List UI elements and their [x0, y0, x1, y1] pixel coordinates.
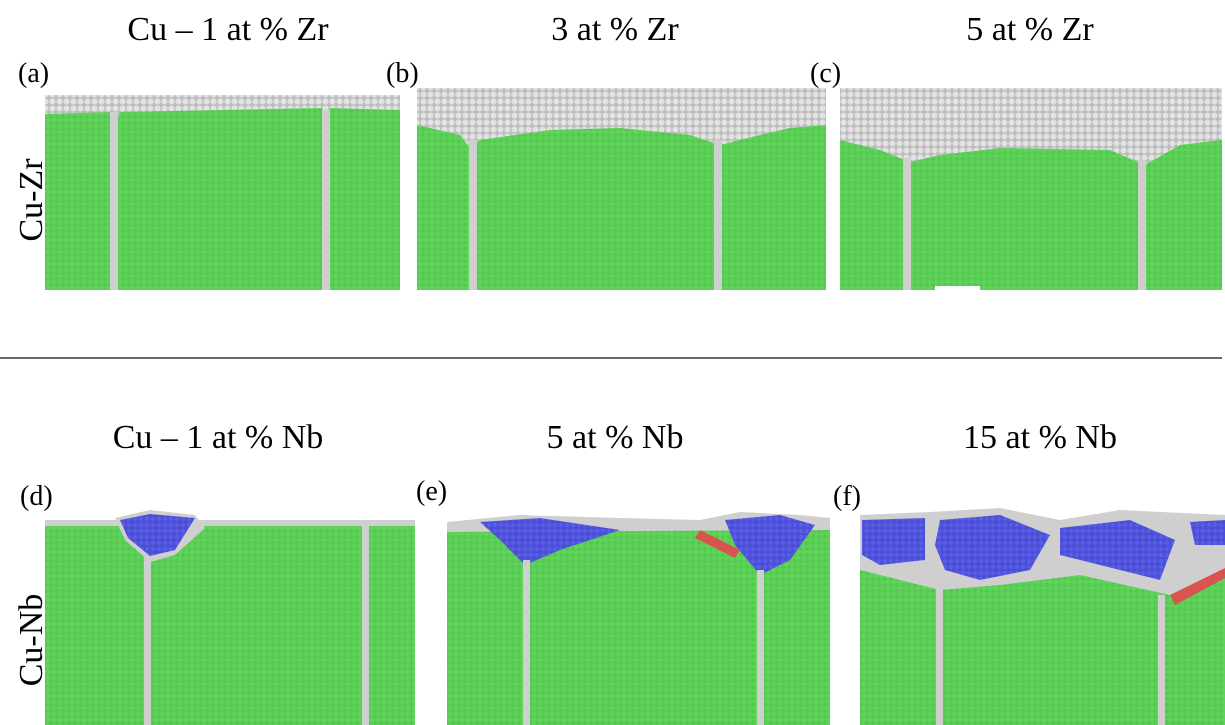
snapshot — [447, 512, 830, 725]
panel-tag: (e) — [416, 476, 447, 507]
panel-title: 3 at % Zr — [551, 11, 679, 48]
figure: Cu – 1 at % Zr 3 at % Zr 5 at % Zr (a) (… — [0, 0, 1225, 725]
panel-tag: (a) — [18, 58, 49, 89]
panel-title: Cu – 1 at % Nb — [113, 419, 324, 456]
panel-title: Cu – 1 at % Zr — [127, 11, 329, 48]
panel-title: 5 at % Zr — [966, 11, 1094, 48]
panel-title: 5 at % Nb — [547, 419, 684, 456]
snapshot — [860, 508, 1225, 725]
snapshot — [45, 95, 400, 290]
snapshot — [417, 88, 826, 290]
panel-tag: (c) — [810, 58, 841, 89]
panel-tag: (f) — [833, 481, 861, 512]
snapshot — [840, 88, 1222, 290]
snapshot — [45, 510, 415, 725]
row-label: Cu-Nb — [13, 594, 50, 687]
row-label: Cu-Zr — [13, 158, 50, 242]
panel-tag: (b) — [386, 58, 419, 89]
panel-tag: (d) — [20, 481, 53, 512]
panel-title: 15 at % Nb — [963, 419, 1117, 456]
